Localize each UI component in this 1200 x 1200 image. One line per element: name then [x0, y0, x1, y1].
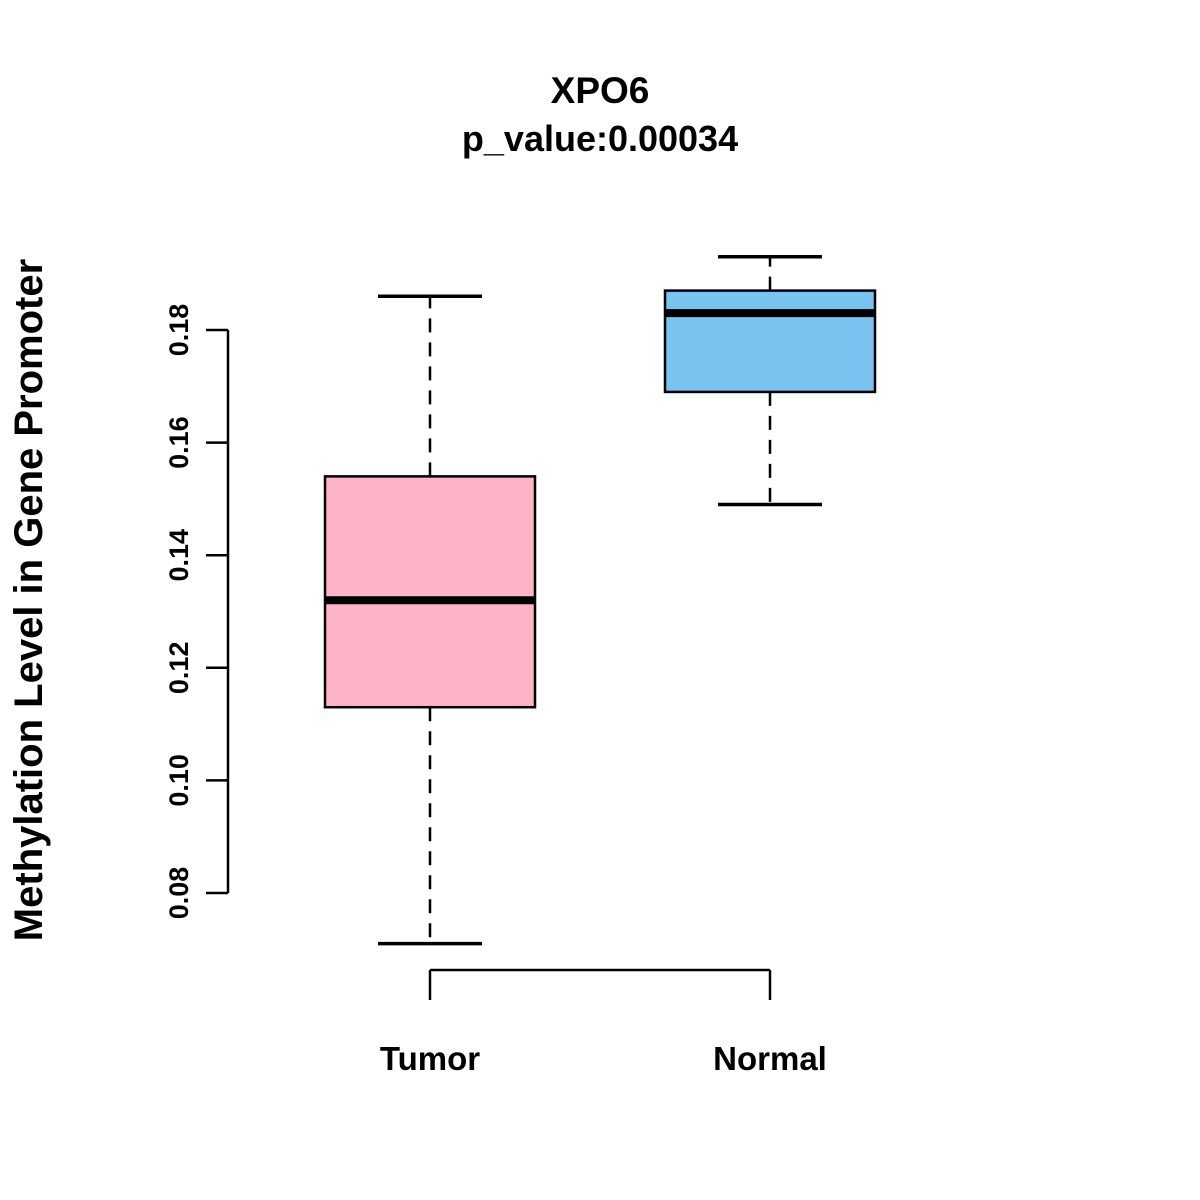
x-axis: Tumor Normal [380, 968, 827, 1077]
boxplot-series [323, 255, 877, 946]
boxplot-normal [663, 255, 877, 507]
boxplot-tumor [323, 294, 537, 946]
y-tick-label: 0.12 [164, 642, 194, 695]
y-tick-label: 0.16 [164, 416, 194, 469]
y-tick-label: 0.08 [164, 867, 194, 920]
y-tick-label: 0.18 [164, 304, 194, 357]
iqr-box [323, 475, 537, 709]
y-tick-label: 0.10 [164, 754, 194, 807]
category-label-normal: Normal [713, 1040, 827, 1077]
chart-title: XPO6 [551, 70, 650, 111]
y-axis: 0.08 0.10 0.12 0.14 0.16 0.18 [164, 304, 230, 920]
y-tick-label: 0.14 [164, 529, 194, 582]
y-axis-label: Methylation Level in Gene Promoter [7, 259, 51, 941]
chart-subtitle: p_value:0.00034 [462, 118, 738, 159]
iqr-box [663, 289, 877, 394]
category-label-tumor: Tumor [380, 1040, 480, 1077]
